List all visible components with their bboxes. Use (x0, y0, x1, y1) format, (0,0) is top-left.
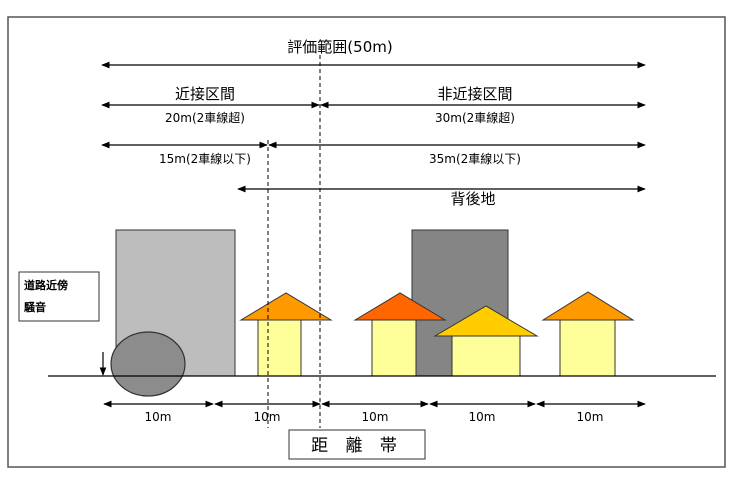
distance-band-label: 距 離 帯 (311, 436, 403, 456)
distance-band-box (288, 429, 426, 460)
distance-tick-label: 10m (362, 410, 389, 424)
road-noise-circle (110, 331, 186, 397)
background-area-label: 背後地 (450, 190, 495, 208)
distance-tick-label: 10m (145, 410, 172, 424)
distance-tick-label: 10m (254, 410, 281, 424)
non-near-2lanes-or-less-label: 35m(2車線以下) (429, 151, 521, 166)
non-near-over-2lanes-label: 30m(2車線超) (435, 110, 515, 125)
road-noise-box (18, 271, 100, 322)
evaluation-range-label: 評価範囲(50m) (287, 38, 392, 56)
diagram-frame (7, 16, 726, 468)
house-4 (541, 291, 635, 377)
house-2 (353, 292, 447, 377)
house-3 (433, 305, 539, 377)
near-2lanes-or-less-label: 15m(2車線以下) (159, 151, 251, 166)
road-noise-label-line2: 騒音 (24, 300, 46, 314)
non-near-section-label: 非近接区間 (437, 85, 512, 103)
near-section-label: 近接区間 (175, 85, 235, 103)
house-1 (239, 292, 333, 377)
road-noise-label-line1: 道路近傍 (24, 278, 68, 292)
near-over-2lanes-label: 20m(2車線超) (165, 110, 245, 125)
distance-tick-label: 10m (577, 410, 604, 424)
distance-tick-label: 10m (469, 410, 496, 424)
